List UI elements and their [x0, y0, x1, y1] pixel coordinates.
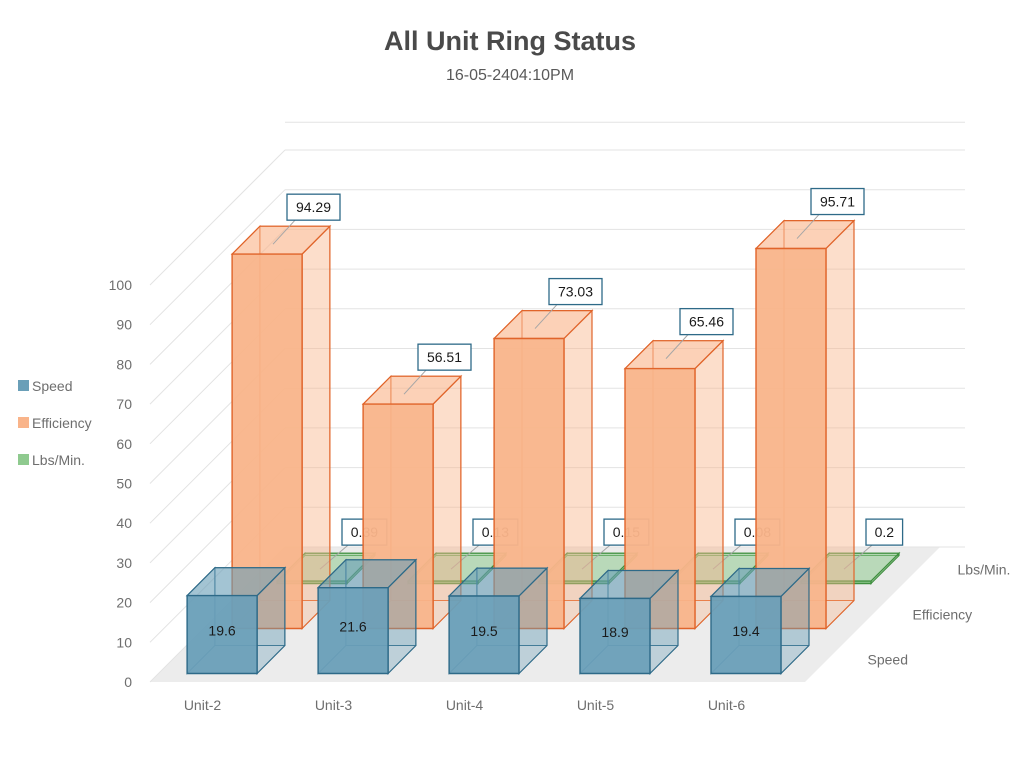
bar-side-face	[301, 224, 331, 630]
data-label-box	[810, 187, 865, 216]
plot-area: 0 10 20 30 40 50 60 70 80 90 100 Unit-2 Unit-3 Unit-4…	[109, 121, 1011, 713]
chart-title: All Unit Ring Status	[384, 26, 636, 56]
y-tick-label: 40	[116, 515, 132, 531]
y-tick-label: 30	[116, 555, 132, 571]
data-label-text: 95.71	[820, 194, 855, 210]
bar-speed-1	[316, 558, 418, 675]
y-tick-label: 0	[124, 674, 132, 690]
legend-swatch	[18, 417, 29, 428]
data-label-speed: 21.6	[339, 618, 366, 634]
x-category-label: Unit-3	[315, 697, 353, 713]
wall-gridline	[149, 189, 286, 326]
bar-efficiency-4	[754, 219, 856, 630]
legend-label: Speed	[32, 378, 72, 394]
data-label-efficiency: 56.51	[417, 343, 472, 371]
wall-gridline	[149, 149, 286, 286]
x-category-label: Unit-2	[184, 697, 222, 713]
data-label-efficiency: 65.46	[679, 307, 734, 336]
bar-front-face	[755, 247, 827, 630]
data-label-leader	[319, 544, 349, 570]
chart-subtitle: 16-05-2404:10PM	[446, 67, 574, 84]
bar-speed-0	[185, 566, 287, 675]
data-label-text: 0.2	[875, 524, 895, 540]
data-label-leader	[581, 544, 611, 570]
y-tick-label: 20	[116, 595, 132, 611]
bar-speed-3	[578, 569, 680, 675]
data-label-box	[679, 307, 734, 336]
legend-label: Efficiency	[32, 415, 92, 431]
data-label-box	[286, 193, 341, 221]
data-label-speed: 19.5	[470, 623, 497, 639]
depth-axis-label: Lbs/Min.	[958, 562, 1011, 578]
bar-speed-2	[447, 566, 549, 675]
depth-axis-label: Speed	[868, 652, 908, 668]
y-tick-label: 100	[109, 277, 133, 293]
y-tick-label: 90	[116, 317, 132, 333]
data-label-lbs: 0.2	[865, 518, 904, 546]
y-tick-label: 50	[116, 476, 132, 492]
data-label-speed: 19.6	[208, 623, 235, 639]
data-label-leader	[712, 544, 742, 570]
legend-label: Lbs/Min.	[32, 452, 85, 468]
data-label-leader	[534, 304, 558, 329]
legend-swatch	[18, 380, 29, 391]
bar-front-face	[493, 337, 565, 630]
data-label-speed: 19.4	[732, 623, 759, 639]
data-label-leader	[665, 334, 689, 359]
data-label-leader	[450, 544, 480, 570]
y-tick-label: 60	[116, 436, 132, 452]
x-category-label: Unit-5	[577, 697, 615, 713]
data-label-efficiency: 94.29	[286, 193, 341, 221]
legend-swatch	[18, 454, 29, 465]
y-tick-label: 80	[116, 356, 132, 372]
x-category-label: Unit-4	[446, 697, 484, 713]
data-label-leader	[403, 369, 427, 395]
y-tick-label: 10	[116, 634, 132, 650]
y-tick-label: 70	[116, 396, 132, 412]
bar-front-face	[624, 367, 696, 630]
data-label-leader	[272, 219, 296, 245]
bar-side-face	[694, 339, 724, 630]
data-label-speed: 18.9	[601, 624, 628, 640]
bar-efficiency-0	[230, 224, 332, 630]
bar-efficiency-2	[492, 309, 594, 630]
x-category-label: Unit-6	[708, 697, 746, 713]
data-label-box	[417, 343, 472, 371]
data-label-box	[548, 277, 603, 306]
bar-front-face	[448, 595, 520, 675]
bar-front-face	[579, 597, 651, 675]
data-label-text: 56.51	[427, 349, 462, 365]
bar-speed-4	[709, 567, 811, 675]
data-label-leader	[843, 544, 873, 570]
bar-front-face	[186, 594, 258, 675]
data-label-efficiency: 95.71	[810, 187, 865, 216]
bar-side-face	[563, 309, 593, 630]
bar-front-face	[710, 595, 782, 675]
data-label-text: 94.29	[296, 199, 331, 215]
bar-side-face	[825, 219, 855, 630]
data-label-text: 73.03	[558, 284, 593, 300]
data-label-efficiency: 73.03	[548, 277, 603, 306]
data-label-text: 65.46	[689, 314, 724, 330]
data-label-leader	[796, 214, 820, 239]
data-label-box	[865, 518, 904, 546]
bar-front-face	[317, 587, 389, 675]
bar-front-face	[231, 253, 303, 630]
legend: Speed Efficiency Lbs/Min.	[18, 378, 92, 468]
bar-efficiency-3	[623, 339, 725, 630]
depth-axis-label: Efficiency	[913, 607, 973, 623]
